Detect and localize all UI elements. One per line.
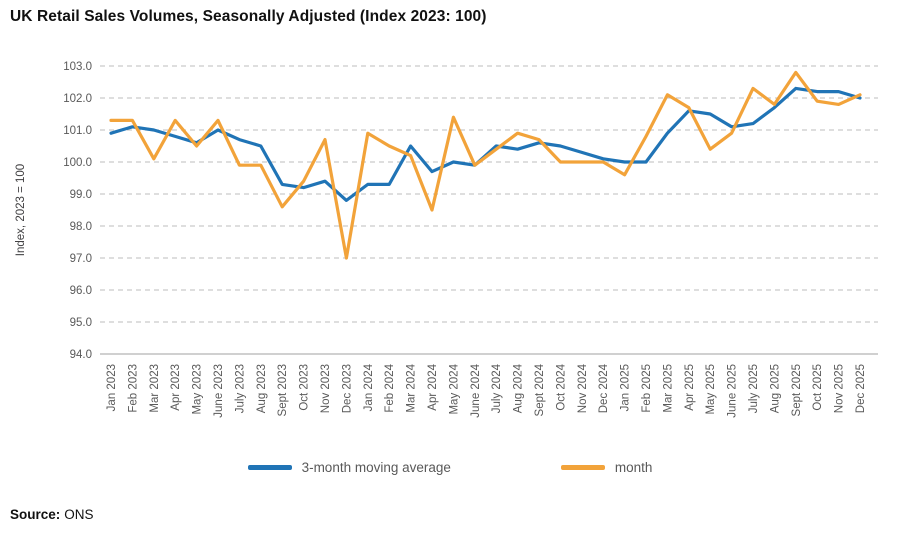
- legend-label-moving-average: 3-month moving average: [301, 460, 451, 475]
- x-tick-label: Feb 2024: [384, 363, 396, 412]
- source-label: Source:: [10, 507, 61, 522]
- x-tick-label: Jan 2025: [620, 364, 632, 411]
- y-tick-label: 96.0: [70, 285, 92, 297]
- y-tick-label: 97.0: [70, 253, 92, 265]
- x-tick-label: July 2025: [748, 364, 760, 413]
- moving-average-line-swatch-icon: [247, 465, 292, 470]
- chart-title: UK Retail Sales Volumes, Seasonally Adju…: [10, 8, 487, 25]
- y-tick-label: 95.0: [70, 317, 92, 329]
- source-line: Source: ONS: [10, 507, 94, 522]
- x-tick-label: Mar 2023: [149, 364, 161, 413]
- y-tick-label: 99.0: [70, 189, 92, 201]
- x-tick-label: Apr 2024: [427, 363, 439, 410]
- x-tick-label: Sept 2025: [791, 364, 803, 416]
- x-tick-label: Jan 2024: [363, 363, 375, 411]
- y-tick-label: 102.0: [63, 93, 92, 105]
- x-tick-label: Sept 2023: [277, 364, 289, 416]
- x-tick-label: Dec 2024: [598, 363, 610, 413]
- x-tick-label: Dec 2023: [341, 364, 353, 413]
- x-tick-label: Apr 2023: [170, 364, 182, 411]
- x-tick-label: Nov 2023: [320, 364, 332, 413]
- x-tick-label: May 2025: [705, 364, 717, 415]
- x-tick-label: Oct 2025: [812, 364, 824, 411]
- chart-legend: 3-month moving average month: [0, 460, 900, 475]
- x-tick-label: June 2024: [470, 363, 482, 417]
- x-tick-label: Jan 2023: [106, 364, 118, 411]
- x-tick-label: June 2025: [727, 364, 739, 418]
- y-tick-label: 98.0: [70, 221, 92, 233]
- x-tick-label: Mar 2025: [662, 364, 674, 413]
- x-tick-label: Nov 2025: [834, 364, 846, 413]
- x-tick-label: Feb 2023: [127, 364, 139, 413]
- x-tick-label: May 2024: [448, 363, 460, 414]
- series-line-moving-average: [109, 86, 862, 202]
- x-tick-label: Aug 2025: [769, 364, 781, 413]
- legend-label-month: month: [614, 460, 653, 475]
- x-tick-label: Sept 2024: [534, 363, 546, 416]
- x-tick-label: Mar 2024: [406, 363, 418, 412]
- y-tick-label: 103.0: [63, 61, 92, 73]
- legend-item-month: month: [560, 460, 653, 475]
- x-tick-label: Dec 2025: [855, 364, 867, 413]
- legend-item-moving-average: 3-month moving average: [247, 460, 451, 475]
- y-axis-title: Index, 2023 = 100: [15, 164, 27, 256]
- x-tick-label: Aug 2024: [513, 363, 525, 413]
- x-tick-label: July 2024: [491, 363, 503, 413]
- x-tick-label: Feb 2025: [641, 364, 653, 413]
- series-line-month: [109, 70, 862, 260]
- y-tick-label: 94.0: [70, 349, 92, 361]
- y-tick-label: 100.0: [63, 157, 92, 169]
- y-tick-label: 101.0: [63, 125, 92, 137]
- x-tick-label: June 2023: [213, 364, 225, 418]
- x-tick-label: Oct 2023: [299, 364, 311, 411]
- line-chart-svg: 103.0 102.0 101.0 100.0 99.0 98.0 97.0 96.0 95.0…: [15, 61, 878, 418]
- x-tick-label: Oct 2024: [555, 363, 567, 410]
- source-value: ONS: [64, 507, 94, 522]
- x-tick-label: May 2023: [192, 364, 204, 415]
- x-tick-label: Aug 2023: [256, 364, 268, 413]
- x-tick-label: Apr 2025: [684, 364, 696, 411]
- x-tick-label: Nov 2024: [577, 363, 589, 413]
- month-line-swatch-icon: [560, 465, 605, 470]
- x-tick-label: July 2023: [234, 364, 246, 413]
